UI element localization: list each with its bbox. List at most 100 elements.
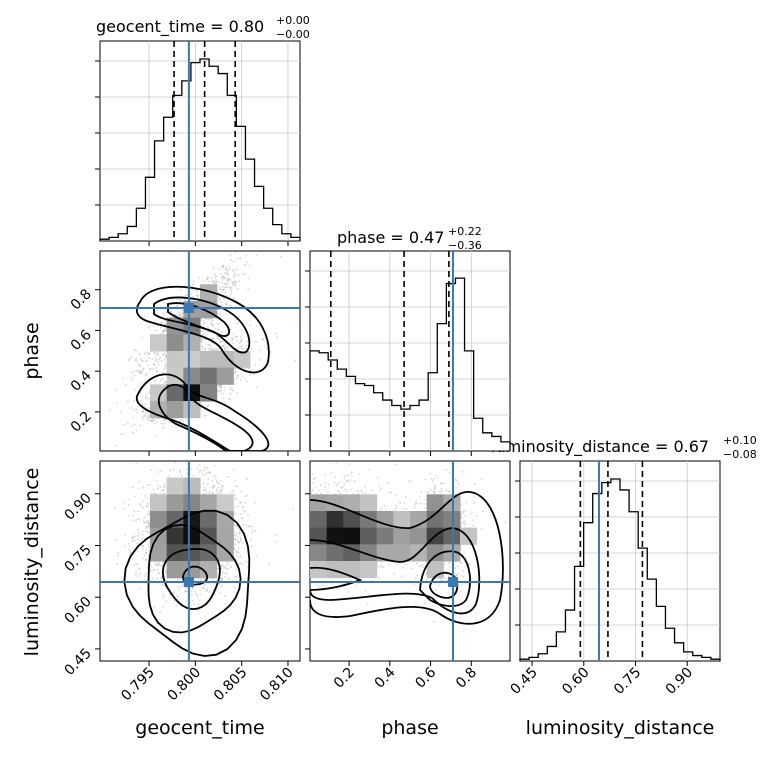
scatter-point xyxy=(143,414,146,417)
scatter-point xyxy=(175,604,178,607)
scatter-point xyxy=(139,424,141,427)
scatter-point xyxy=(139,573,142,575)
scatter-point xyxy=(137,538,139,541)
scatter-point xyxy=(137,529,140,531)
scatter-point xyxy=(162,596,165,598)
scatter-point xyxy=(130,424,133,427)
scatter-point xyxy=(168,421,171,423)
scatter-point xyxy=(130,407,133,409)
scatter-point xyxy=(234,284,237,287)
scatter-point xyxy=(206,466,208,469)
title-geocent-time: geocent_time = 0.80 xyxy=(96,17,264,37)
scatter-point xyxy=(241,563,244,566)
scatter-point xyxy=(294,359,297,362)
scatter-point xyxy=(226,270,229,273)
scatter-point xyxy=(230,291,233,294)
scatter-point xyxy=(245,261,248,264)
scatter-point xyxy=(161,371,164,374)
scatter-point xyxy=(127,514,130,517)
scatter-point xyxy=(226,282,229,285)
scatter-point xyxy=(250,525,253,528)
scatter-point xyxy=(124,384,127,386)
scatter-point xyxy=(220,564,222,566)
diag-panel-geocent_time xyxy=(95,40,301,246)
scatter-point xyxy=(148,325,151,328)
scatter-point xyxy=(237,540,239,543)
scatter-point xyxy=(197,296,199,298)
scatter-point xyxy=(130,371,133,374)
scatter-point xyxy=(218,299,221,301)
scatter-point xyxy=(122,432,125,435)
scatter-point xyxy=(236,335,239,338)
scatter-point xyxy=(155,353,158,355)
scatter-point xyxy=(185,418,187,420)
scatter-point xyxy=(226,349,229,351)
scatter-point xyxy=(248,525,251,528)
scatter-point xyxy=(249,369,252,371)
scatter-point xyxy=(201,338,204,341)
scatter-point xyxy=(198,599,201,601)
scatter-point xyxy=(139,399,142,402)
scatter-point xyxy=(163,382,166,384)
scatter-point xyxy=(223,277,226,279)
density-cell xyxy=(150,334,168,352)
scatter-point xyxy=(200,341,203,344)
scatter-point xyxy=(182,584,184,586)
scatter-point xyxy=(220,273,222,276)
scatter-point xyxy=(160,564,163,567)
scatter-point xyxy=(219,490,221,493)
scatter-point xyxy=(149,564,152,566)
scatter-point xyxy=(199,589,202,592)
scatter-point xyxy=(222,392,225,395)
scatter-point xyxy=(198,276,200,279)
scatter-point xyxy=(218,338,221,341)
scatter-point xyxy=(184,294,187,296)
scatter-point xyxy=(244,347,247,350)
scatter-point xyxy=(147,327,150,329)
scatter-point xyxy=(144,573,147,575)
scatter-point xyxy=(226,345,229,348)
scatter-point xyxy=(222,344,225,347)
scatter-point xyxy=(219,312,222,314)
scatter-point xyxy=(122,377,124,380)
scatter-point xyxy=(144,495,147,497)
scatter-point xyxy=(206,471,208,474)
scatter-point xyxy=(145,551,147,554)
scatter-point xyxy=(171,299,174,301)
scatter-point xyxy=(207,318,210,321)
scatter-point xyxy=(140,505,143,508)
scatter-point xyxy=(220,331,223,333)
scatter-point xyxy=(231,339,234,342)
scatter-point xyxy=(163,419,165,421)
scatter-point xyxy=(239,378,242,381)
contour-line xyxy=(135,285,270,374)
scatter-point xyxy=(204,347,207,349)
scatter-point xyxy=(116,563,118,565)
scatter-point xyxy=(132,515,135,517)
scatter-point xyxy=(122,501,125,504)
scatter-point xyxy=(236,536,239,539)
scatter-point xyxy=(127,359,130,362)
scatter-point xyxy=(227,563,230,566)
scatter-point xyxy=(222,397,225,400)
scatter-point xyxy=(250,545,253,547)
scatter-point xyxy=(240,329,243,332)
panel-frame xyxy=(99,40,301,242)
scatter-point xyxy=(132,565,135,567)
scatter-point xyxy=(208,348,210,350)
scatter-point xyxy=(191,599,194,602)
scatter-point xyxy=(275,332,277,335)
scatter-point xyxy=(225,282,227,285)
scatter-point xyxy=(229,287,232,289)
scatter-point xyxy=(122,508,125,510)
scatter-point xyxy=(265,347,268,350)
scatter-point xyxy=(178,298,180,301)
scatter-point xyxy=(232,389,234,392)
scatter-point xyxy=(222,289,225,292)
scatter-point xyxy=(178,586,181,588)
contour-line xyxy=(135,373,270,451)
scatter-point xyxy=(226,272,229,275)
y-tick-label: 0.2 xyxy=(68,408,95,435)
